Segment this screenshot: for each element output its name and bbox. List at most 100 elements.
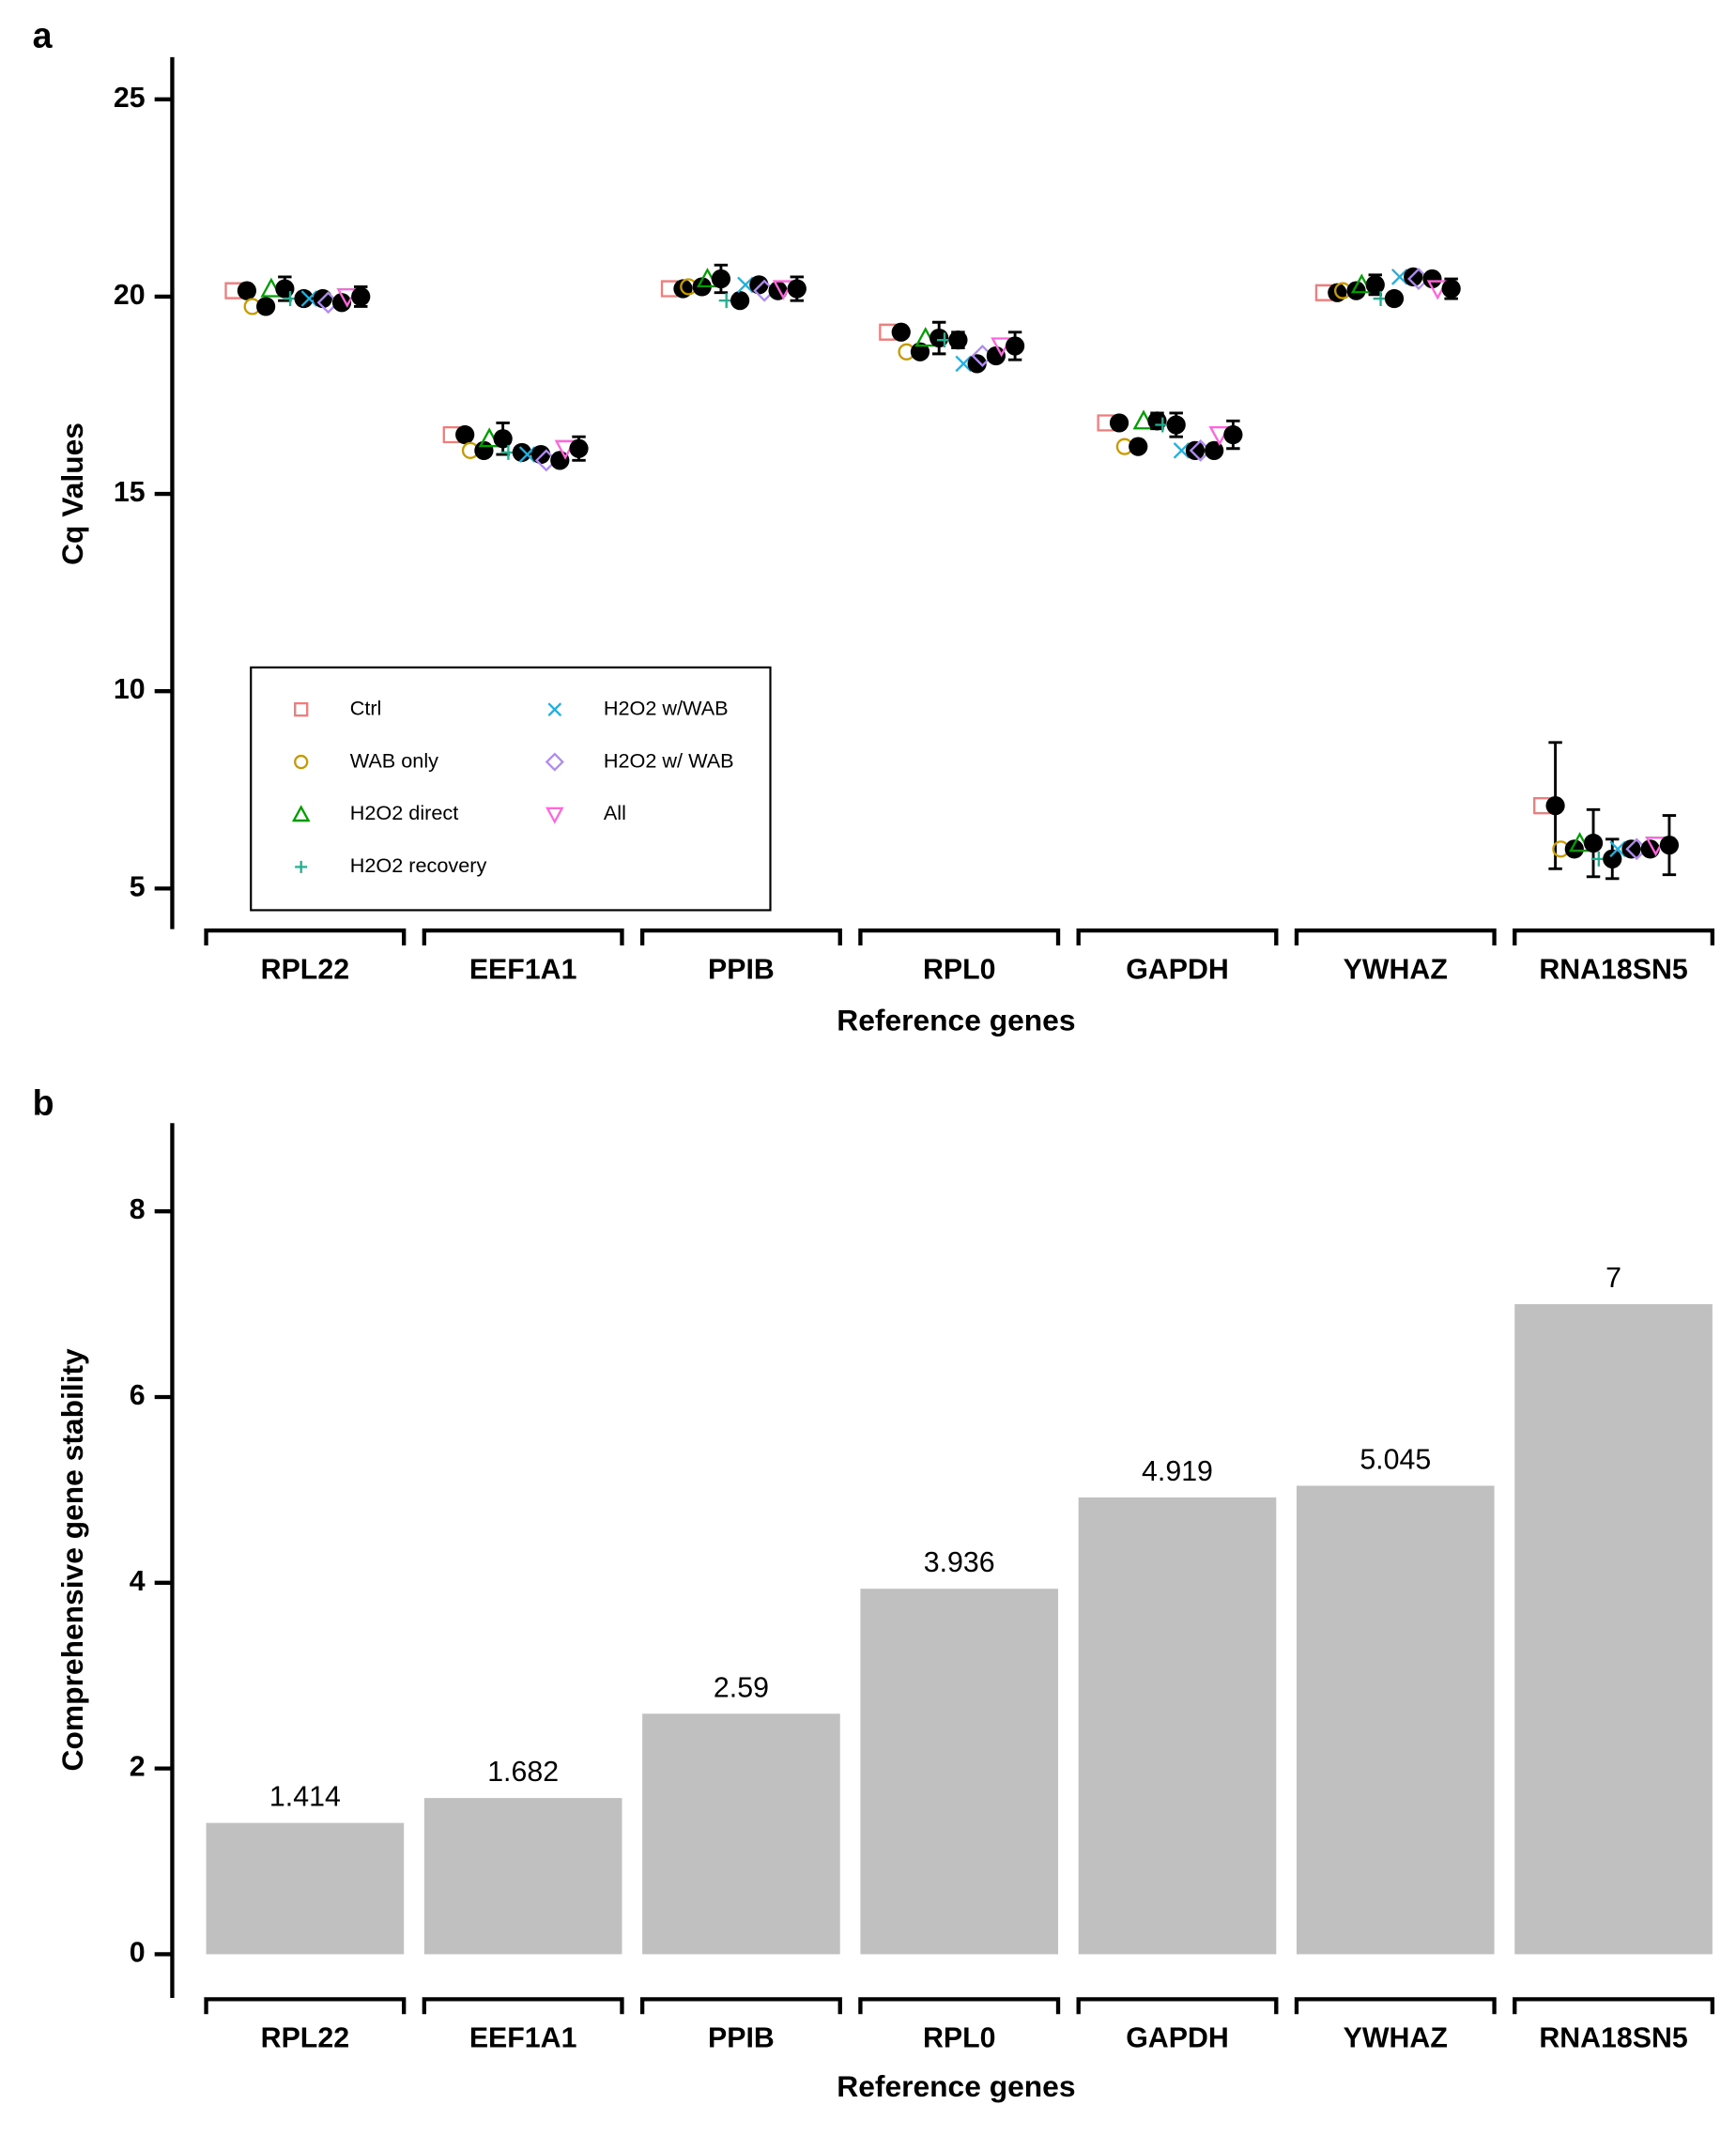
marker xyxy=(295,860,308,873)
marker xyxy=(1609,840,1626,858)
mean-dot xyxy=(1109,413,1129,433)
mean-dot xyxy=(256,297,276,316)
y-tick-label: 8 xyxy=(130,1194,146,1225)
marker xyxy=(545,806,564,824)
marker xyxy=(300,290,318,307)
mean-dot xyxy=(891,322,911,342)
marker xyxy=(294,701,309,717)
bar xyxy=(1078,1497,1277,1955)
mean-dot xyxy=(948,330,968,350)
mean-dot xyxy=(1129,437,1148,456)
x-tick-label: EEF1A1 xyxy=(469,2023,577,2054)
x-bracket xyxy=(204,1997,407,2015)
y-tick-label: 15 xyxy=(114,477,146,508)
x-bracket xyxy=(1294,928,1497,945)
y-tick-label: 25 xyxy=(114,83,146,114)
mean-dot xyxy=(455,424,475,445)
mean-dot xyxy=(1365,275,1385,295)
bar xyxy=(423,1798,622,1955)
marker xyxy=(1533,797,1551,815)
value-label: 7 xyxy=(1605,1263,1621,1294)
marker xyxy=(442,425,460,444)
mean-dot xyxy=(474,440,494,460)
x-axis-label: Reference genes xyxy=(837,2069,1075,2103)
mean-dot xyxy=(569,438,589,458)
mean-dot xyxy=(1441,279,1461,299)
bar xyxy=(206,1822,405,1955)
marker xyxy=(1390,269,1408,285)
bar xyxy=(860,1589,1059,1955)
y-tick-label: 20 xyxy=(114,280,146,311)
x-bracket xyxy=(1076,928,1279,945)
x-bracket xyxy=(204,928,407,945)
mean-dot xyxy=(530,444,551,465)
y-axis-label: Comprehensive gene stability xyxy=(55,1348,89,1771)
mean-dot xyxy=(1384,288,1405,309)
legend-label: All xyxy=(604,801,626,824)
panel-label: a xyxy=(33,16,54,55)
mean-dot xyxy=(294,288,314,309)
mean-dot xyxy=(986,346,1006,366)
marker xyxy=(291,805,311,822)
mean-dot xyxy=(1404,267,1423,287)
x-bracket xyxy=(639,928,842,945)
mean-dot xyxy=(1621,839,1641,859)
x-bracket xyxy=(422,928,624,945)
mean-dot xyxy=(1185,440,1206,460)
x-bracket xyxy=(858,1997,1061,2015)
x-tick-label: RPL0 xyxy=(923,2023,996,2054)
mean-dot xyxy=(493,429,513,449)
x-tick-label: RPL22 xyxy=(261,2023,349,2054)
mean-dot xyxy=(929,328,949,348)
marker xyxy=(224,282,242,300)
panel-label: b xyxy=(33,1083,54,1122)
x-tick-label: PPIB xyxy=(708,954,775,985)
mean-dot xyxy=(1147,411,1167,431)
mean-dot xyxy=(1205,440,1224,460)
x-axis-label: Reference genes xyxy=(837,1004,1075,1037)
x-tick-label: RPL22 xyxy=(261,954,349,985)
value-label: 5.045 xyxy=(1360,1444,1431,1475)
x-bracket xyxy=(1513,928,1715,945)
marker xyxy=(518,446,536,463)
y-axis-label: Cq Values xyxy=(55,422,89,565)
marker xyxy=(294,754,309,770)
mean-dot xyxy=(1346,281,1366,300)
x-tick-label: PPIB xyxy=(708,2023,775,2054)
value-label: 1.414 xyxy=(269,1782,341,1813)
y-tick-label: 10 xyxy=(114,674,146,705)
mean-dot xyxy=(910,342,930,361)
marker xyxy=(1314,284,1332,301)
marker xyxy=(547,702,562,716)
x-bracket xyxy=(422,1997,624,2015)
mean-dot xyxy=(787,279,807,299)
marker xyxy=(1173,442,1191,459)
marker xyxy=(660,280,679,298)
mean-dot xyxy=(1659,836,1680,855)
mean-dot xyxy=(1166,415,1186,435)
x-tick-label: RPL0 xyxy=(923,954,996,985)
x-bracket xyxy=(1294,1997,1497,2015)
bar xyxy=(1514,1304,1713,1955)
y-tick-label: 2 xyxy=(130,1752,146,1783)
mean-dot xyxy=(1422,269,1442,289)
bar xyxy=(1296,1485,1495,1955)
x-bracket xyxy=(858,928,1061,945)
mean-dot xyxy=(967,354,987,374)
mean-dot xyxy=(1564,839,1584,859)
mean-dot xyxy=(1223,424,1243,445)
mean-dot xyxy=(711,269,731,289)
legend-label: Ctrl xyxy=(350,696,382,719)
mean-dot xyxy=(730,291,750,311)
value-label: 1.682 xyxy=(487,1757,559,1788)
y-tick-label: 5 xyxy=(130,871,146,902)
mean-dot xyxy=(1583,833,1604,853)
mean-dot xyxy=(237,281,257,300)
value-label: 2.59 xyxy=(714,1672,769,1703)
mean-dot xyxy=(1005,336,1025,356)
mean-dot xyxy=(275,279,295,299)
value-label: 4.919 xyxy=(1142,1456,1213,1487)
x-tick-label: RNA18SN5 xyxy=(1539,2023,1688,2054)
x-tick-label: EEF1A1 xyxy=(469,954,577,985)
x-tick-label: RNA18SN5 xyxy=(1539,954,1688,985)
